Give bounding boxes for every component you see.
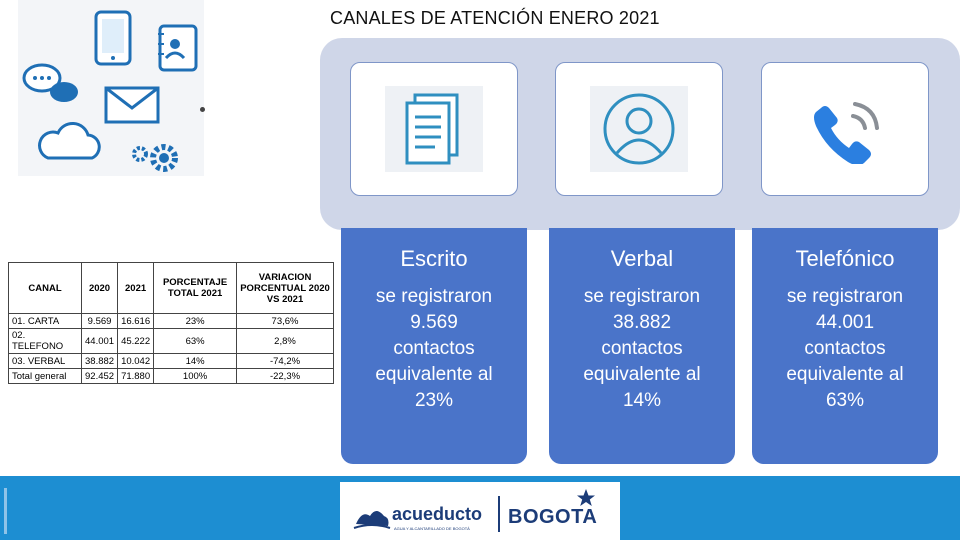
- card-line: se registraron: [583, 286, 701, 307]
- table-row: 03. VERBAL 38.882 10.042 14% -74,2%: [8, 353, 334, 369]
- card-line: 14%: [622, 390, 662, 411]
- phone-icon: [796, 86, 894, 172]
- table-cell: 38.882: [80, 353, 119, 369]
- table-cell: 92.452: [80, 368, 119, 384]
- table-row: 02. TELEFONO 44.001 45.222 63% 2,8%: [8, 328, 334, 354]
- table-cell: 23%: [153, 313, 238, 329]
- star-icon: [577, 489, 595, 506]
- table-header: 2020: [80, 262, 119, 314]
- table-row: 01. CARTA 9.569 16.616 23% 73,6%: [8, 313, 334, 329]
- card-escrito: Escrito se registraron 9.569 contactos e…: [341, 228, 527, 464]
- card-line: 38.882: [612, 312, 672, 333]
- table-cell: 14%: [153, 353, 238, 369]
- card-line: contactos: [393, 338, 475, 359]
- acueducto-logo-text: acueducto: [392, 504, 483, 524]
- bogota-logo: BOGOTA: [506, 488, 610, 534]
- card-line: se registraron: [786, 286, 904, 307]
- channels-table: CANAL 2020 2021 PORCENTAJE TOTAL 2021 VA…: [8, 262, 334, 384]
- table-cell: 01. CARTA: [8, 313, 82, 329]
- table-cell: -74,2%: [236, 353, 334, 369]
- page-title: CANALES DE ATENCIÓN ENERO 2021: [330, 8, 660, 28]
- communication-illustration: [18, 0, 204, 176]
- table-cell: 73,6%: [236, 313, 334, 329]
- table-row: Total general 92.452 71.880 100% -22,3%: [8, 368, 334, 384]
- logo-divider: [498, 496, 500, 532]
- card-text: se registraron 44.001 contactos equivale…: [752, 284, 938, 414]
- document-icon: [385, 86, 483, 172]
- table-cell: 71.880: [117, 368, 155, 384]
- table-cell: 02. TELEFONO: [8, 328, 82, 354]
- card-line: contactos: [601, 338, 683, 359]
- document-icon-box: [350, 62, 518, 196]
- table-header: PORCENTAJE TOTAL 2021: [153, 262, 238, 314]
- card-line: contactos: [804, 338, 886, 359]
- logo-bar: [340, 482, 620, 540]
- user-icon: [590, 86, 688, 172]
- card-title: Telefónico: [795, 246, 895, 271]
- card-text: se registraron 38.882 contactos equivale…: [549, 284, 735, 414]
- contact-card-icon: [158, 24, 198, 72]
- card-title: Escrito: [400, 246, 468, 271]
- bullet-dot: [200, 107, 205, 112]
- table-cell: 63%: [153, 328, 238, 354]
- card-line: equivalente al: [583, 364, 701, 385]
- table-header: 2021: [117, 262, 155, 314]
- table-cell: 10.042: [117, 353, 155, 369]
- side-code-mark: [2, 488, 10, 534]
- card-text: se registraron 9.569 contactos equivalen…: [341, 284, 527, 414]
- table-cell: 45.222: [117, 328, 155, 354]
- card-line: 63%: [825, 390, 865, 411]
- table-cell: 100%: [153, 368, 238, 384]
- table-header: CANAL: [8, 262, 82, 314]
- card-line: 9.569: [410, 312, 458, 333]
- table-cell: 03. VERBAL: [8, 353, 82, 369]
- table-cell: 16.616: [117, 313, 155, 329]
- cloud-icon: [38, 122, 101, 160]
- card-line: equivalente al: [375, 364, 493, 385]
- card-line: equivalente al: [786, 364, 904, 385]
- table-header: VARIACION PORCENTUAL 2020 VS 2021: [236, 262, 334, 314]
- card-verbal: Verbal se registraron 38.882 contactos e…: [549, 228, 735, 464]
- email-icon: [104, 86, 160, 124]
- gear-icon: [132, 144, 178, 172]
- tablet-icon: [94, 10, 132, 66]
- card-title: Verbal: [610, 246, 674, 271]
- acueducto-logo-subtext: AGUA Y ALCANTARILLADO DE BOGOTÁ: [394, 526, 470, 531]
- card-line: 23%: [414, 390, 454, 411]
- table-cell: -22,3%: [236, 368, 334, 384]
- table-cell: 2,8%: [236, 328, 334, 354]
- chat-bubbles-icon: [22, 63, 78, 102]
- phone-icon-box: [761, 62, 929, 196]
- user-icon-box: [555, 62, 723, 196]
- table-cell: 9.569: [80, 313, 119, 329]
- acueducto-logo: acueducto AGUA Y ALCANTARILLADO DE BOGOT…: [352, 500, 502, 534]
- card-line: se registraron: [375, 286, 493, 307]
- table-header-row: CANAL 2020 2021 PORCENTAJE TOTAL 2021 VA…: [8, 262, 334, 314]
- card-telefonico: Telefónico se registraron 44.001 contact…: [752, 228, 938, 464]
- bogota-logo-text: BOGOTA: [508, 506, 598, 528]
- card-line: 44.001: [815, 312, 875, 333]
- table-cell: 44.001: [80, 328, 119, 354]
- table-cell: Total general: [8, 368, 82, 384]
